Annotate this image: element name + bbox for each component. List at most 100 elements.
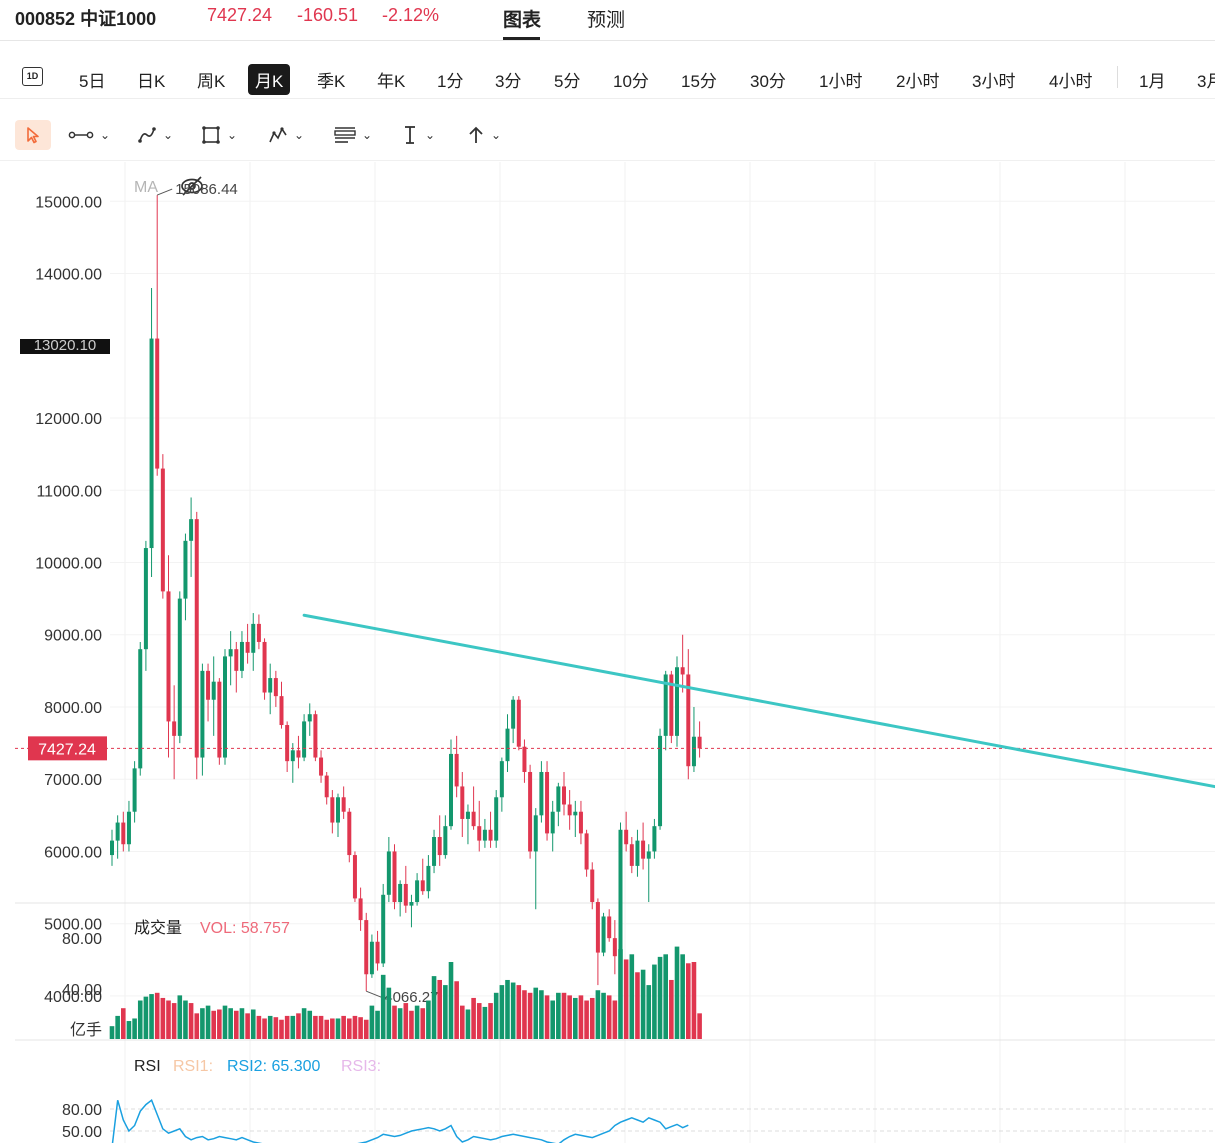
volume-bar	[476, 1003, 482, 1039]
drawing-toolbar: ⌄ ⌄ ⌄ ⌄ ⌄	[0, 110, 1215, 161]
candle	[358, 887, 363, 931]
tab-chart[interactable]: 图表	[503, 10, 542, 31]
chevron-down-icon: ⌄	[294, 128, 305, 142]
candle	[166, 555, 171, 758]
candle	[290, 743, 295, 783]
rsi-ytick-80: 80.00	[62, 1102, 102, 1119]
cursor-tool[interactable]	[15, 120, 51, 150]
volume-bar	[510, 982, 516, 1039]
text-tool[interactable]: ⌄	[401, 120, 435, 150]
period-selector: 1D 5日 日K 周K 月K 季K 年K 1分 3分 5分 10分 15分 30…	[0, 58, 1215, 99]
period-quarterly[interactable]: 季K	[317, 72, 346, 91]
candle	[641, 822, 646, 870]
high-pointer-line	[157, 188, 173, 196]
curve-tool[interactable]: ⌄	[137, 120, 173, 150]
trend-line[interactable]	[302, 613, 1215, 820]
volume-bar	[544, 995, 550, 1039]
volume-bar	[454, 981, 459, 1039]
volume-ytick-80: 80.00	[62, 931, 102, 948]
candle	[307, 703, 312, 736]
volume-bar	[499, 985, 505, 1039]
text-block-icon	[334, 127, 356, 143]
candle	[595, 898, 600, 986]
volume-bar	[318, 1015, 324, 1039]
shape-tool[interactable]: ⌄	[201, 120, 237, 150]
candle	[138, 641, 143, 776]
volume-bar	[431, 976, 437, 1039]
rsi2-label: RSI2: 65.300	[227, 1058, 321, 1075]
candle	[675, 656, 679, 747]
annotation-tool[interactable]: ⌄	[334, 120, 372, 150]
period-4hour[interactable]: 4小时	[1049, 72, 1093, 91]
volume-bar	[612, 1000, 618, 1039]
period-10min[interactable]: 10分	[613, 72, 649, 91]
period-monthly[interactable]: 月K	[248, 64, 291, 95]
candle	[302, 714, 307, 762]
volume-bar	[527, 992, 533, 1039]
volume-bar	[166, 1000, 171, 1039]
price-ytick: 9000.00	[44, 628, 102, 645]
volume-bar	[443, 985, 448, 1039]
candle	[143, 540, 148, 671]
period-daily[interactable]: 日K	[137, 72, 166, 91]
candle	[465, 804, 470, 845]
candle	[437, 815, 442, 866]
volume-bar	[109, 1026, 115, 1039]
candle	[352, 851, 357, 903]
volume-bar	[663, 954, 668, 1039]
pattern-tool[interactable]: ⌄	[268, 120, 304, 150]
candle	[612, 920, 617, 975]
volume-bar	[194, 1013, 200, 1039]
candle	[590, 862, 595, 910]
volume-bar	[697, 1013, 702, 1039]
period-30min[interactable]: 30分	[750, 72, 786, 91]
period-1month[interactable]: 1月	[1139, 72, 1166, 91]
period-5min[interactable]: 5分	[554, 72, 581, 91]
volume-bar	[606, 995, 612, 1039]
period-3month[interactable]: 3月	[1197, 72, 1215, 91]
candle	[522, 739, 527, 783]
candle	[336, 793, 340, 838]
candle	[505, 714, 510, 772]
eye-hidden-icon[interactable]	[181, 176, 203, 196]
candle	[177, 591, 182, 744]
candle	[556, 782, 561, 827]
line-tool[interactable]: ⌄	[68, 120, 110, 150]
period-3hour[interactable]: 3小时	[972, 72, 1016, 91]
volume-bar	[171, 1003, 177, 1039]
candle	[279, 681, 284, 729]
period-mode-icon[interactable]: 1D	[22, 67, 43, 86]
candle	[194, 511, 199, 780]
volume-bar	[584, 1000, 589, 1039]
period-yearly[interactable]: 年K	[377, 72, 406, 91]
period-3min[interactable]: 3分	[495, 72, 522, 91]
candle	[256, 614, 261, 650]
arrow-up-icon	[469, 126, 483, 143]
volume-bar	[132, 1018, 137, 1039]
period-15min[interactable]: 15分	[681, 72, 717, 91]
period-1hour[interactable]: 1小时	[819, 72, 863, 91]
candle	[420, 858, 425, 895]
tab-forecast[interactable]: 预测	[587, 10, 626, 31]
chevron-down-icon: ⌄	[362, 128, 373, 142]
chevron-down-icon: ⌄	[491, 128, 502, 142]
period-5d[interactable]: 5日	[79, 72, 106, 91]
price-change-pct: -2.12%	[382, 5, 440, 25]
candle	[211, 656, 216, 736]
volume-bar	[301, 1008, 307, 1039]
candle	[516, 696, 521, 751]
arrow-tool[interactable]: ⌄	[467, 120, 501, 150]
volume-bar	[262, 1018, 267, 1039]
volume-bar	[143, 996, 149, 1039]
ma-legend[interactable]: MA	[134, 179, 158, 196]
period-weekly[interactable]: 周K	[197, 72, 226, 91]
candle	[578, 800, 583, 845]
period-2hour[interactable]: 2小时	[896, 72, 940, 91]
candle	[477, 800, 482, 852]
chevron-down-icon: ⌄	[163, 128, 174, 142]
candle	[567, 790, 572, 830]
pattern-icon	[269, 127, 287, 143]
candle	[330, 790, 335, 834]
period-1min[interactable]: 1分	[437, 72, 464, 91]
